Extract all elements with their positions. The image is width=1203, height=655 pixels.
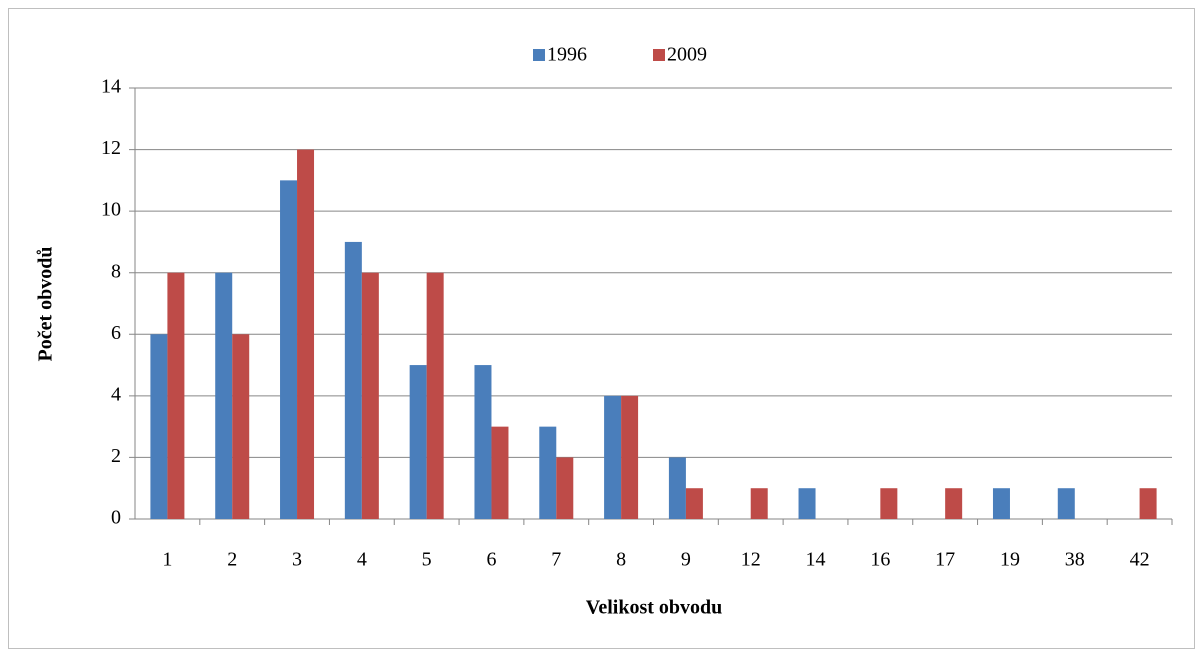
bar <box>1139 488 1157 519</box>
bar <box>1057 488 1075 519</box>
y-tick-label: 2 <box>111 445 121 467</box>
bar <box>945 488 963 519</box>
bar <box>474 365 492 519</box>
x-tick-label: 2 <box>227 549 237 571</box>
y-tick-label: 14 <box>101 76 121 98</box>
x-tick-label: 1 <box>162 549 172 571</box>
x-tick-label: 5 <box>422 549 432 571</box>
y-tick-label: 10 <box>101 199 121 221</box>
bar <box>668 457 686 519</box>
bar <box>426 272 444 519</box>
bar <box>344 241 362 519</box>
bar <box>280 180 298 519</box>
bar <box>167 272 185 519</box>
bar <box>992 488 1010 519</box>
bar <box>556 457 574 519</box>
x-tick-label: 38 <box>1065 549 1085 571</box>
legend-swatch <box>653 49 665 61</box>
y-tick-label: 0 <box>111 507 121 529</box>
x-tick-label: 16 <box>870 549 890 571</box>
y-tick-label: 12 <box>101 137 121 159</box>
x-axis-label: Velikost obvodu <box>586 597 723 619</box>
bar <box>491 426 509 519</box>
y-tick-label: 4 <box>111 383 121 405</box>
bar <box>604 395 622 519</box>
y-tick-label: 6 <box>111 322 121 344</box>
x-tick-label: 14 <box>806 549 826 571</box>
bar <box>798 488 816 519</box>
y-tick-label: 8 <box>111 260 121 282</box>
x-tick-label: 19 <box>1000 549 1020 571</box>
x-tick-label: 3 <box>292 549 302 571</box>
x-tick-label: 9 <box>681 549 691 571</box>
bar <box>215 272 233 519</box>
bar <box>539 426 557 519</box>
legend-label: 2009 <box>667 44 707 66</box>
y-axis-label: Počet obvodů <box>35 247 57 362</box>
legend-label: 1996 <box>547 44 587 66</box>
bar <box>685 488 703 519</box>
x-tick-label: 17 <box>935 549 955 571</box>
bar <box>880 488 898 519</box>
chart-frame <box>8 8 1195 649</box>
bar <box>750 488 768 519</box>
bar <box>621 395 639 519</box>
x-tick-label: 6 <box>486 549 496 571</box>
x-tick-label: 7 <box>551 549 561 571</box>
bar <box>297 149 315 520</box>
x-tick-label: 42 <box>1130 549 1150 571</box>
bar <box>361 272 379 519</box>
bar <box>150 334 168 519</box>
legend-swatch <box>533 49 545 61</box>
x-tick-label: 8 <box>616 549 626 571</box>
bar <box>409 365 427 519</box>
bar <box>232 334 250 519</box>
x-tick-label: 12 <box>741 549 761 571</box>
x-tick-label: 4 <box>357 549 367 571</box>
